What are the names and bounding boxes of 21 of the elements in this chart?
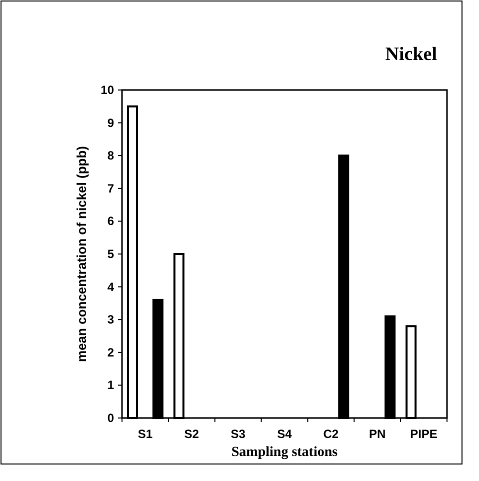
x-tick-label: S4 [277, 427, 292, 441]
y-tick-label: 1 [107, 378, 114, 392]
y-tick-label: 9 [107, 116, 114, 130]
x-axis-title: Sampling stations [231, 445, 338, 460]
y-axis-title: mean concentration of nickel (ppb) [74, 146, 89, 362]
y-tick-label: 4 [107, 280, 114, 294]
x-tick-label: S1 [138, 427, 153, 441]
y-tick-label: 6 [107, 214, 114, 228]
x-tick-label: S2 [184, 427, 200, 441]
y-tick-label: 3 [107, 312, 114, 327]
chart-title: Nickel [385, 44, 437, 65]
x-tick-label: PIPE [410, 427, 438, 441]
y-tick-label: 7 [107, 181, 114, 196]
x-tick-label: S3 [230, 427, 246, 441]
y-tick-label: 10 [100, 83, 114, 97]
x-tick-label: PN [369, 427, 386, 441]
y-tick-label: 2 [107, 345, 114, 360]
x-tick-label: C2 [323, 427, 339, 441]
y-tick-label: 8 [107, 148, 114, 163]
y-tick-label: 5 [107, 247, 114, 261]
y-tick-label: 0 [107, 411, 114, 425]
